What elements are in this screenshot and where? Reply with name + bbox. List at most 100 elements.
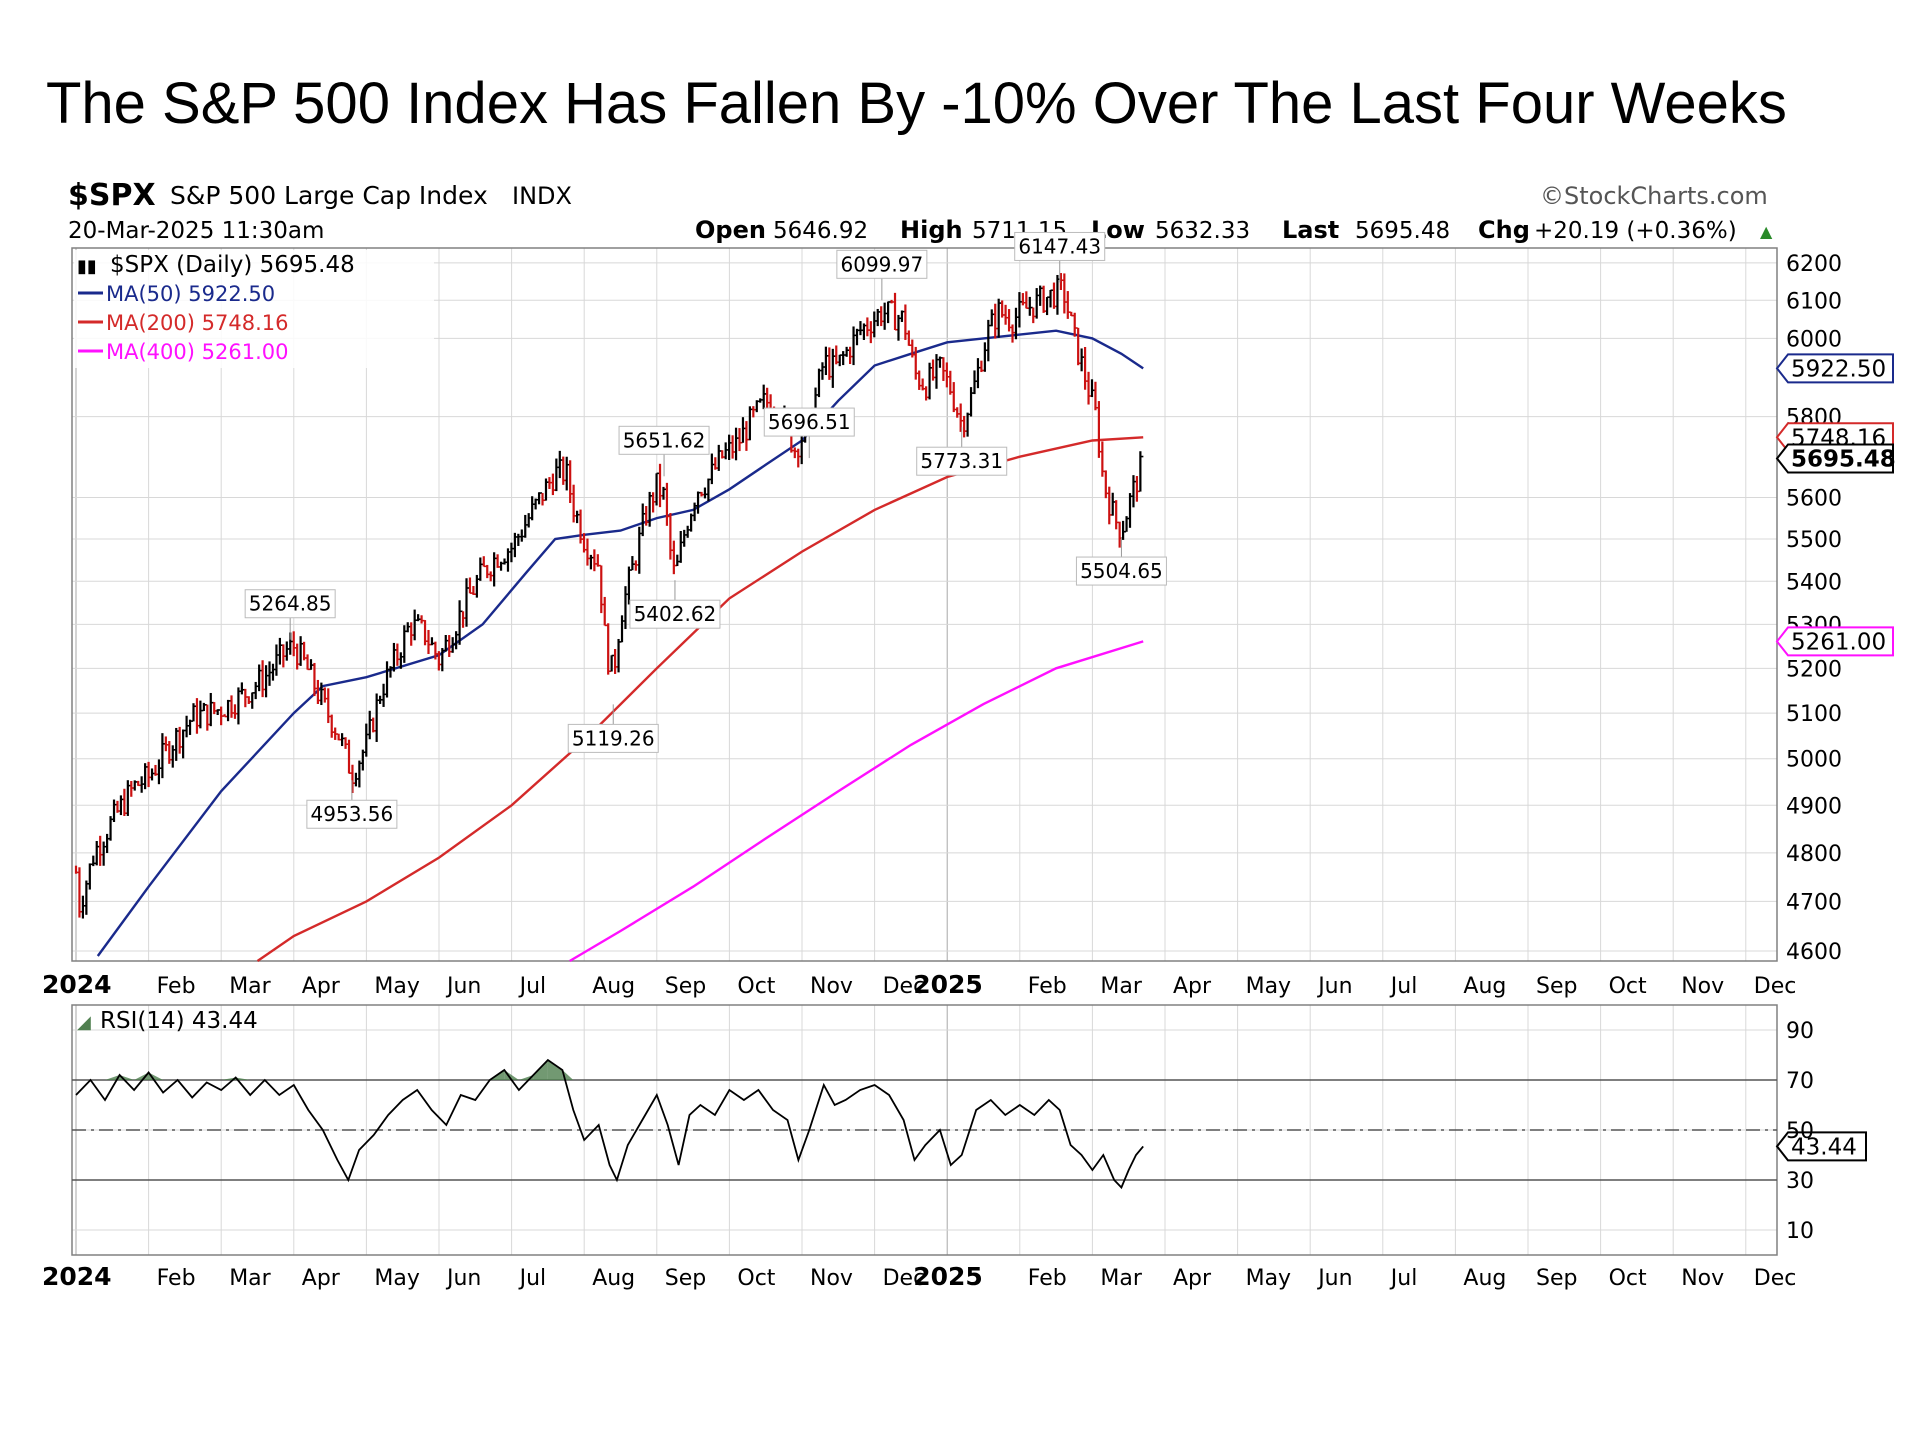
price-x-tick-label: Dec	[883, 974, 926, 999]
rsi-x-tick-label: Mar	[229, 1266, 271, 1291]
rsi-overbought-fill	[235, 1077, 251, 1080]
price-x-tick-label: May	[374, 974, 419, 999]
price-x-tick-label: Oct	[737, 974, 775, 999]
rsi-line	[75, 1058, 1144, 1190]
annotation-box	[629, 599, 721, 629]
open-value: 5646.92	[773, 218, 868, 244]
high-label: High	[900, 216, 963, 244]
rsi-x-tick-label: 2024	[42, 1262, 112, 1291]
price-x-tick-label: May	[1246, 974, 1291, 999]
rsi-legend: ◢ RSI(14) 43.44	[77, 1008, 258, 1034]
legend-price-icon: ▮▮	[77, 256, 97, 277]
legend-price: $SPX (Daily) 5695.48	[110, 252, 355, 278]
rsi-x-tick-label: Mar	[1100, 1266, 1142, 1291]
rsi-y-tick-label: 10	[1786, 1219, 1814, 1244]
annotation-label: 5119.26	[572, 726, 655, 750]
price-value-tag-label: 5922.50	[1791, 356, 1886, 382]
rsi-x-tick-label: Nov	[1681, 1266, 1724, 1291]
price-x-tick-label: Oct	[1609, 974, 1647, 999]
price-y-tick-label: 5400	[1786, 570, 1842, 595]
date-label: 20-Mar-2025 11:30am	[68, 218, 324, 244]
ma-line-ma400	[569, 640, 1144, 963]
exchange-label: INDX	[512, 182, 572, 210]
price-x-tick-label: Nov	[810, 974, 853, 999]
rsi-value-tag	[1775, 1131, 1867, 1162]
price-x-tick-label: 2025	[913, 970, 983, 999]
rsi-overbought-fill	[221, 1077, 236, 1080]
symbol-label: $SPX	[68, 178, 156, 213]
price-x-tick-label: Jun	[445, 974, 481, 999]
chg-label: Chg	[1478, 216, 1530, 244]
price-x-tick-label: Feb	[157, 974, 196, 999]
rsi-x-tick-label: Sep	[665, 1266, 706, 1291]
price-x-tick-label: Apr	[302, 974, 341, 999]
price-y-tick-label: 6200	[1786, 252, 1842, 277]
price-value-tag	[1775, 626, 1894, 657]
price-x-tick-label: Sep	[665, 974, 706, 999]
rsi-x-tick-label: Oct	[1609, 1266, 1647, 1291]
rsi-x-tick-label: Sep	[1536, 1266, 1577, 1291]
annotation-label: 6099.97	[841, 252, 924, 276]
price-x-tick-label: Mar	[1100, 974, 1142, 999]
annotation-box	[763, 407, 855, 437]
annotation-box	[1075, 556, 1167, 586]
annotation-box	[916, 446, 1008, 476]
price-x-tick-label: Jun	[1316, 974, 1352, 999]
ma-line-ma50	[96, 329, 1144, 957]
rsi-y-tick-label: 90	[1786, 1019, 1814, 1044]
annotation-label: 5696.51	[768, 410, 851, 434]
rsi-x-tick-label: May	[374, 1266, 419, 1291]
rsi-x-tick-label: Dec	[883, 1266, 926, 1291]
rsi-y-tick-label: 50	[1786, 1119, 1814, 1144]
price-x-tick-label: 2024	[42, 970, 112, 999]
price-y-tick-label: 5500	[1786, 528, 1842, 553]
index-name-label: S&P 500 Large Cap Index	[170, 181, 488, 210]
price-y-tick-label: 4900	[1786, 794, 1842, 819]
legend-background	[74, 250, 434, 368]
legend-ma200: MA(200) 5748.16	[106, 311, 288, 335]
price-y-tick-label: 6100	[1786, 289, 1842, 314]
price-value-tag-label: 5695.48	[1791, 446, 1896, 472]
price-y-tick-label: 4800	[1786, 842, 1842, 867]
slide-title: The S&P 500 Index Has Fallen By -10% Ove…	[46, 71, 1787, 136]
rsi-panel: 43.44 90 70 50 30 10 ◢ RSI(14) 43.44	[71, 1004, 1867, 1256]
price-y-tick-label: 5100	[1786, 702, 1842, 727]
rsi-x-tick-label: Oct	[737, 1266, 775, 1291]
legend-ma400: MA(400) 5261.00	[106, 340, 288, 364]
rsi-legend-icon: ◢	[77, 1012, 91, 1033]
price-x-tick-label: Nov	[1681, 974, 1724, 999]
rsi-x-tick-label: Jul	[518, 1266, 547, 1291]
rsi-value-tag-label: 43.44	[1791, 1134, 1857, 1160]
annotation-label: 5504.65	[1080, 559, 1163, 583]
price-x-tick-label: Jul	[518, 974, 547, 999]
price-x-tick-label: Jul	[1389, 974, 1418, 999]
annotation-box	[836, 249, 928, 279]
price-x-tick-label: Aug	[592, 974, 635, 999]
price-y-tick-label: 4600	[1786, 940, 1842, 965]
annotation-label: 5773.31	[920, 449, 1003, 473]
rsi-x-tick-label: Aug	[592, 1266, 635, 1291]
rsi-x-tick-label: Jul	[1389, 1266, 1418, 1291]
rsi-legend-label: RSI(14) 43.44	[100, 1008, 258, 1034]
annotation-label: 6147.43	[1018, 234, 1101, 258]
ma-line-ma200	[256, 436, 1144, 962]
annotation-box	[618, 425, 710, 455]
rsi-overbought-fill	[504, 1070, 519, 1080]
price-panel: 5264.85 4953.56 5119.26 5651.62 5402.62 5696.…	[71, 231, 1896, 965]
rsi-x-tick-label: Apr	[302, 1266, 341, 1291]
price-y-tick-label: 6000	[1786, 327, 1842, 352]
price-x-tick-label: Feb	[1028, 974, 1067, 999]
price-x-tick-label: Apr	[1173, 974, 1212, 999]
low-value: 5632.33	[1155, 218, 1250, 244]
rsi-overbought-fill	[105, 1075, 120, 1080]
annotation-box	[1014, 231, 1106, 261]
annotation-label: 4953.56	[311, 802, 394, 826]
up-arrow-icon: ▲	[1760, 222, 1773, 241]
price-x-tick-label: Sep	[1536, 974, 1577, 999]
price-legend: ▮▮ $SPX (Daily) 5695.48 MA(50) 5922.50 M…	[74, 250, 434, 368]
price-y-tick-label: 5000	[1786, 748, 1842, 773]
rsi-x-tick-label: Jun	[445, 1266, 481, 1291]
rsi-x-tick-label: Dec	[1754, 1266, 1797, 1291]
price-x-tick-label: Dec	[1754, 974, 1797, 999]
annotation-box	[306, 799, 398, 829]
